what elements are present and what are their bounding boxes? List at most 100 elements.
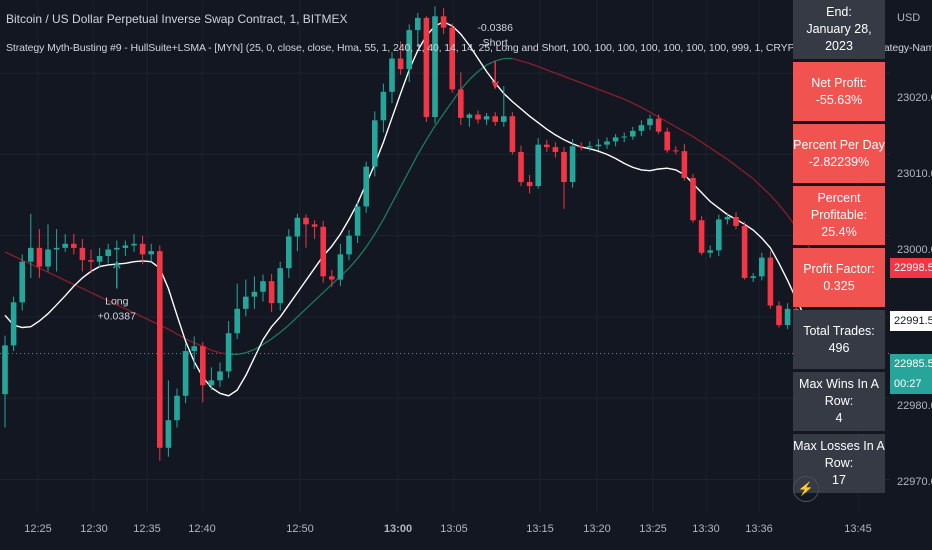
candle-body [673, 150, 679, 152]
candle-body [28, 247, 34, 262]
lsma-segment [408, 154, 419, 171]
candle-body [363, 166, 369, 207]
candle [114, 240, 120, 261]
lsma-segment [752, 178, 763, 188]
candle-body [389, 58, 395, 92]
lsma-segment [185, 338, 195, 344]
chart-grid [0, 0, 890, 512]
candle-body [294, 217, 301, 237]
stat-value: 4 [835, 411, 843, 425]
indicator-legend[interactable]: Strategy Myth-Busting #9 - HullSuite+LSM… [6, 42, 932, 54]
candle [509, 112, 516, 155]
candle [363, 161, 369, 213]
candle-body [492, 116, 498, 122]
candle [440, 8, 447, 35]
candle-body [759, 257, 765, 277]
lsma-segment [168, 328, 178, 335]
candle-body [397, 58, 404, 70]
candle-body [45, 249, 51, 267]
candle [208, 367, 215, 391]
candle-body [587, 146, 593, 148]
candle [750, 273, 756, 283]
candle-body [88, 260, 94, 262]
lsma-segment [90, 291, 100, 298]
candle [578, 142, 584, 151]
candle [681, 143, 688, 181]
candle [587, 141, 593, 152]
lsma-segment [769, 194, 780, 206]
candle-body [36, 247, 43, 267]
lsma-segment [623, 98, 634, 104]
lsma-segment [417, 139, 427, 155]
candle-body [96, 256, 103, 262]
currency-label[interactable]: USD [897, 12, 921, 24]
candle [337, 243, 344, 287]
lsma-segment [56, 275, 66, 281]
lsma-segment [598, 88, 608, 94]
time-tick-label: 13:20 [583, 523, 611, 535]
candle [234, 283, 240, 339]
candle-body [604, 141, 610, 145]
candle-body [595, 144, 602, 147]
stat-label: Max Losses In A Row: [793, 439, 885, 470]
candle [466, 112, 473, 127]
stat-max-wins: Max Wins In A Row: 4 [793, 372, 885, 431]
candle [673, 146, 679, 155]
lsma-segment [279, 324, 290, 333]
candle [243, 279, 249, 317]
candle-body [535, 144, 541, 187]
candle-body [406, 30, 412, 70]
candle-body [647, 118, 653, 126]
candle [200, 342, 206, 403]
candle-body [131, 243, 137, 246]
lsma-segment [425, 125, 436, 141]
stat-percent-per-day: Percent Per Day -2.82239% [793, 124, 885, 183]
lsma-segment [47, 271, 57, 277]
lsma-segment [649, 111, 659, 118]
candle [217, 362, 223, 387]
candle-body [458, 89, 464, 118]
candle [277, 261, 283, 311]
short-arrow-icon [491, 60, 499, 90]
lsma-segment [744, 171, 754, 180]
candle-body [380, 91, 387, 121]
candle [621, 132, 627, 143]
symbol-title[interactable]: Bitcoin / US Dollar Perpetual Inverse Sw… [6, 12, 348, 26]
lsma-segment [718, 153, 728, 160]
short-signal-value: -0.0386 [477, 22, 513, 34]
candle [638, 120, 645, 136]
candle [329, 269, 335, 287]
candle [604, 137, 610, 149]
tradingview-logo-icon[interactable]: ⚡ [793, 476, 819, 502]
time-tick-label: 12:25 [24, 523, 52, 535]
candle [647, 114, 653, 131]
candle-body [372, 120, 378, 167]
candle [346, 229, 352, 261]
lsma-segment [460, 79, 470, 90]
candle-body [423, 17, 430, 118]
lsma-segment [254, 344, 264, 351]
trade-signals: Long +0.0387 -0.0386 Short [98, 22, 513, 323]
candle [19, 254, 25, 311]
long-signal-value: +0.0387 [98, 311, 136, 323]
lsma-segment [39, 267, 49, 273]
price-tick: 22980.0 [897, 400, 932, 412]
candle-body [208, 380, 215, 386]
lsma-segment [434, 113, 445, 127]
lsma-segment [348, 258, 359, 269]
candle-body [260, 281, 266, 292]
stat-label: End: [826, 5, 852, 19]
candle [10, 296, 17, 352]
candle-body [630, 130, 636, 137]
lsma-segment [400, 170, 410, 188]
candle-body [578, 146, 584, 148]
time-tick-label: 13:25 [639, 523, 667, 535]
candle-body [320, 226, 326, 277]
lsma-segment [675, 126, 685, 133]
candle [741, 221, 748, 280]
candle [458, 72, 464, 126]
candle [157, 245, 163, 461]
time-tick-label: 13:45 [844, 523, 872, 535]
candle-body [415, 17, 421, 31]
